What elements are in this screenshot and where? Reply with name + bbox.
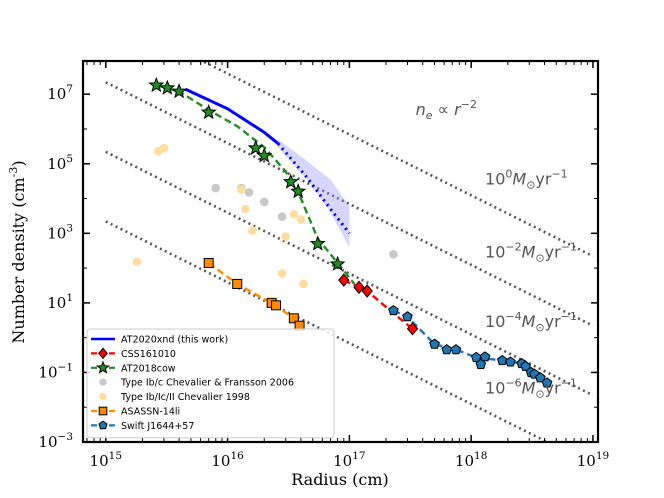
legend-label: Type Ib/Ic/II Chevalier 1998: [120, 392, 250, 403]
legend-swatch-marker: [99, 392, 107, 401]
data-point: [237, 185, 246, 194]
data-point: [288, 313, 299, 324]
data-point: [271, 300, 282, 311]
data-point: [132, 257, 142, 267]
data-point: [148, 76, 165, 93]
legend-entry: CSS161010: [91, 347, 176, 360]
data-point: [159, 143, 169, 153]
y-tick-label: 10−3: [38, 431, 73, 451]
legend-swatch-marker: [98, 347, 108, 360]
x-tick-label: 1015: [90, 450, 122, 470]
plot-frame: [81, 59, 600, 444]
data-point: [541, 377, 553, 388]
data-point: [338, 273, 350, 287]
data-point: [441, 344, 453, 355]
at2020xnd-line: [184, 87, 280, 145]
legend-swatch-marker: [98, 420, 108, 430]
y-tick-label: 10−1: [38, 361, 73, 381]
annotation-label: ne ∝ r−2: [416, 98, 477, 122]
x-tick-label: 1016: [211, 450, 244, 470]
data-points: [132, 76, 553, 388]
data-point: [406, 321, 419, 336]
uncertainty-band: [278, 139, 350, 248]
y-tick-label: 107: [47, 83, 73, 103]
data-point: [200, 104, 217, 120]
legend-label: AT2018cow: [121, 363, 176, 374]
data-point: [282, 173, 299, 189]
data-point: [402, 311, 413, 322]
data-point: [290, 183, 307, 199]
data-point: [203, 258, 214, 269]
data-point: [309, 235, 326, 251]
data-point: [389, 249, 398, 259]
data-point: [535, 372, 546, 383]
legend-box: [86, 328, 335, 439]
data-point: [450, 344, 462, 355]
data-point: [289, 210, 299, 219]
y-tick-label: 101: [47, 292, 73, 312]
legend-swatch-marker: [98, 406, 108, 416]
legend-entry: Type Ib/c Chevalier & Fransson 2006: [99, 378, 294, 389]
legend-swatch-marker: [99, 378, 107, 386]
y-tick-label: 103: [47, 222, 73, 242]
legend-entry: AT2020xnd (this work): [91, 335, 228, 346]
data-point: [361, 284, 373, 298]
x-tick-label: 1017: [333, 450, 365, 470]
axes: 1015 1016 1017 1018 1019 10−3 10−1 101 103 105 107: [38, 59, 609, 470]
data-point: [259, 197, 269, 207]
legend-label: ASASSN-14li: [121, 407, 180, 418]
at2020xnd-band: [278, 139, 350, 248]
data-point: [475, 358, 487, 369]
legend-entry: Type Ib/Ic/II Chevalier 1998: [99, 392, 250, 403]
reference-line: [105, 81, 594, 327]
x-axis-label: Radius (cm): [291, 470, 389, 489]
legend-label: Type Ib/c Chevalier & Fransson 2006: [120, 378, 294, 389]
legend-entry: AT2018cow: [91, 360, 176, 374]
data-point: [299, 279, 308, 289]
legend-swatch-marker: [95, 360, 111, 374]
legend-entry: Swift J1644+57: [91, 420, 194, 432]
legend-label: AT2020xnd (this work): [121, 335, 228, 346]
y-tick-label: 105: [47, 153, 73, 173]
data-point: [159, 79, 176, 95]
fit-line: [155, 84, 356, 285]
data-point: [256, 147, 273, 163]
legend: AT2020xnd (this work) CSS161010 AT2018cow T…: [86, 328, 335, 439]
data-point: [329, 255, 346, 271]
data-point: [353, 280, 365, 295]
annotations: ne ∝ r−2 100M⊙yr−1 10−2M⊙yr−1 10−4M⊙yr−1 10−…: [416, 98, 577, 400]
data-point: [281, 232, 290, 241]
data-point: [241, 204, 250, 214]
data-point: [296, 215, 306, 224]
data-point: [248, 226, 257, 235]
data-point: [429, 338, 440, 349]
legend-label: CSS161010: [121, 349, 176, 360]
data-point: [277, 212, 287, 222]
data-point: [211, 183, 221, 193]
x-tick-label: 1019: [577, 450, 609, 470]
data-point: [388, 304, 399, 316]
data-point: [277, 269, 287, 278]
x-tick-label: 1018: [455, 450, 487, 470]
annotation-label: 10−4M⊙yr−1: [485, 310, 577, 334]
data-point: [244, 188, 254, 197]
y-axis-label: Number density (cm-3): [7, 160, 28, 343]
data-point: [232, 278, 243, 289]
annotation-label: 100M⊙yr−1: [485, 168, 568, 192]
annotation-label: 10−2M⊙yr−1: [485, 241, 577, 265]
data-point: [247, 139, 264, 156]
legend-entry: ASASSN-14li: [91, 407, 180, 418]
data-point: [505, 356, 516, 367]
annotation-label: 10−6M⊙yr−1: [485, 376, 577, 400]
data-point: [496, 354, 508, 366]
legend-label: Swift J1644+57: [121, 421, 194, 432]
data-point: [171, 83, 188, 99]
data-point: [479, 351, 491, 362]
data-point: [520, 360, 531, 371]
